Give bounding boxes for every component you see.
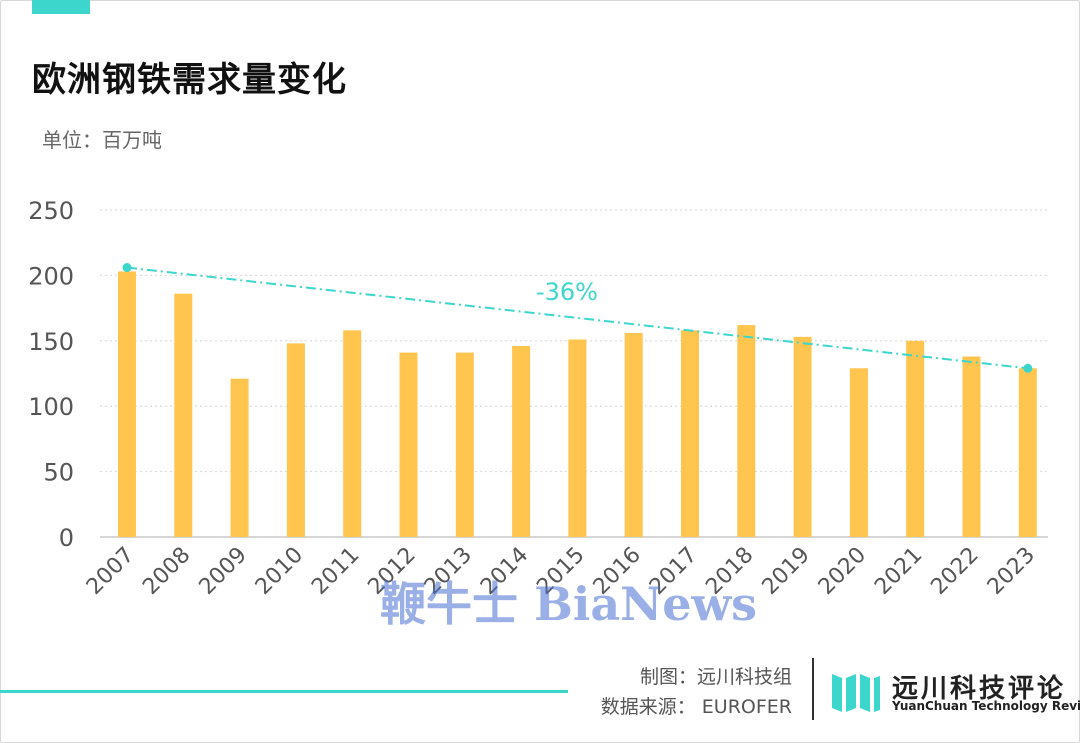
x-tick-label: 2009 (195, 543, 252, 600)
x-tick-label: 2019 (758, 543, 815, 600)
y-tick-label: 0 (59, 524, 74, 552)
bar-2022 (962, 356, 981, 537)
bar-2008 (174, 293, 193, 537)
y-tick-label: 150 (28, 328, 74, 356)
chart-credit: 制图：远川科技组 (639, 666, 792, 688)
trend-end-point (1023, 363, 1033, 373)
data-source: 数据来源： EUROFER (600, 696, 792, 718)
bar-2021 (906, 340, 925, 537)
bar-2023 (1018, 368, 1037, 537)
unit-label: 单位：百万吨 (42, 128, 162, 152)
bar-2018 (737, 325, 756, 537)
bar-2014 (512, 346, 531, 537)
trend-start-point (122, 263, 132, 273)
x-tick-label: 2020 (814, 543, 871, 600)
trend-line (126, 266, 1028, 370)
top-accent-bar (32, 0, 90, 14)
trend-change-label: -36% (536, 278, 598, 306)
x-tick-label: 2011 (307, 543, 364, 600)
brand-logo-icon (832, 674, 880, 712)
x-tick-label: 2023 (983, 543, 1040, 600)
bar-2007 (118, 271, 136, 537)
bar-2019 (793, 336, 812, 537)
x-tick-label: 2010 (251, 543, 308, 600)
x-tick-label: 2021 (870, 543, 927, 600)
bar-2009 (230, 378, 249, 537)
bar-2015 (568, 339, 587, 537)
y-tick-label: 200 (28, 262, 74, 290)
y-tick-label: 100 (28, 393, 74, 421)
x-tick-label: 2008 (138, 543, 195, 600)
footer-accent-line (0, 690, 568, 693)
bar-2010 (286, 343, 305, 537)
bar-2020 (849, 368, 868, 537)
y-tick-label: 50 (43, 459, 74, 487)
bar-2012 (399, 352, 418, 537)
chart-title: 欧洲钢铁需求量变化 (32, 60, 347, 100)
x-tick-label: 2007 (82, 543, 139, 600)
brand-name-cn: 远川科技评论 (892, 674, 1067, 704)
x-tick-label: 2022 (926, 543, 983, 600)
brand-name-en: YuanChuan Technology Review (892, 699, 1080, 713)
bar-2013 (455, 352, 474, 537)
y-tick-label: 250 (28, 197, 74, 225)
bar-2011 (343, 330, 362, 537)
bar-2016 (624, 332, 643, 537)
watermark-text: 鞭牛士 BiaNews (380, 577, 757, 631)
bar-2017 (681, 330, 699, 537)
footer-divider (812, 658, 814, 720)
